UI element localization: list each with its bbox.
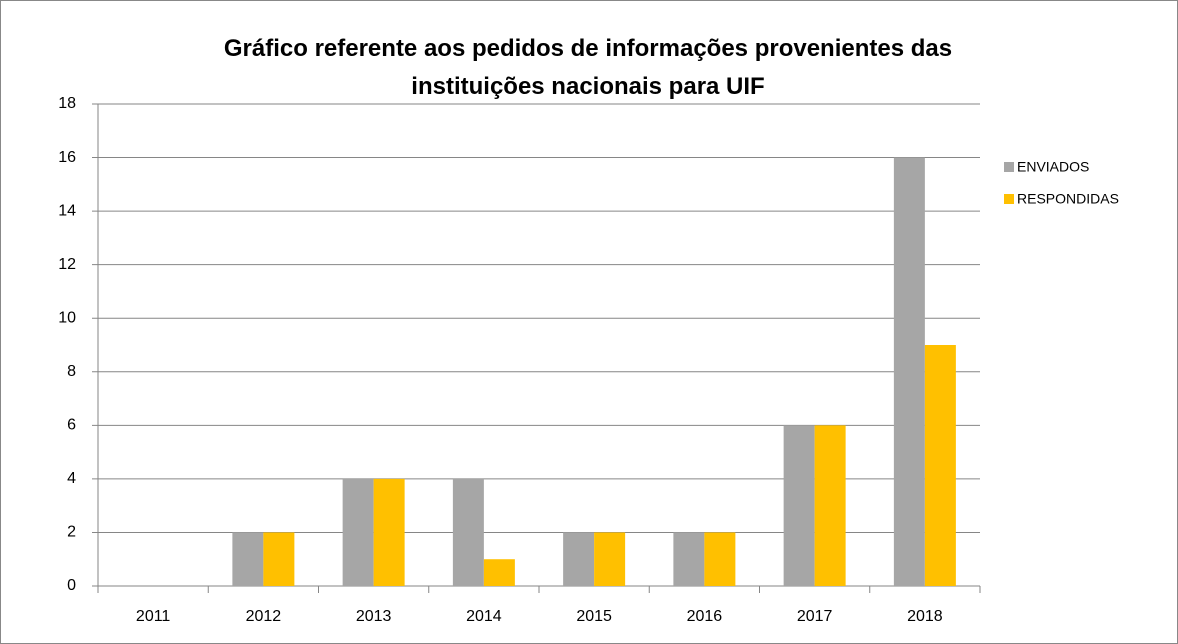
y-tick-label: 12 [58, 256, 76, 273]
x-tick-label: 2016 [687, 608, 723, 625]
x-tick-label: 2018 [907, 608, 943, 625]
x-tick-label: 2011 [136, 608, 171, 625]
bar [452, 478, 484, 586]
bar [814, 425, 846, 586]
bar [673, 532, 705, 586]
bar [342, 478, 374, 586]
legend-swatch [1004, 194, 1014, 204]
y-tick-label: 14 [58, 202, 76, 219]
legend-swatch [1004, 162, 1014, 172]
bar [483, 559, 515, 586]
bar [783, 425, 815, 586]
y-tick-label: 2 [67, 524, 76, 541]
bar [924, 345, 956, 586]
bar [594, 532, 626, 586]
chart-title: Gráfico referente aos pedidos de informa… [223, 35, 953, 100]
y-tick-label: 8 [67, 363, 76, 380]
legend-label: ENVIADOS [1017, 159, 1089, 175]
x-tick-label: 2015 [576, 608, 612, 625]
y-tick-label: 18 [58, 95, 76, 112]
x-tick-label: 2013 [356, 608, 392, 625]
y-tick-label: 6 [67, 417, 76, 434]
bar [373, 478, 405, 586]
y-tick-label: 16 [58, 149, 76, 166]
bar [563, 532, 595, 586]
legend-label: RESPONDIDAS [1017, 191, 1119, 207]
y-tick-label: 4 [67, 470, 76, 487]
bar [263, 532, 295, 586]
y-tick-label: 0 [67, 577, 76, 594]
x-tick-label: 2012 [246, 608, 282, 625]
x-tick-label: 2017 [797, 608, 833, 625]
x-tick-label: 2014 [466, 608, 502, 625]
y-tick-label: 10 [58, 309, 76, 326]
bar [232, 532, 264, 586]
bar [704, 532, 736, 586]
bar [893, 157, 925, 587]
